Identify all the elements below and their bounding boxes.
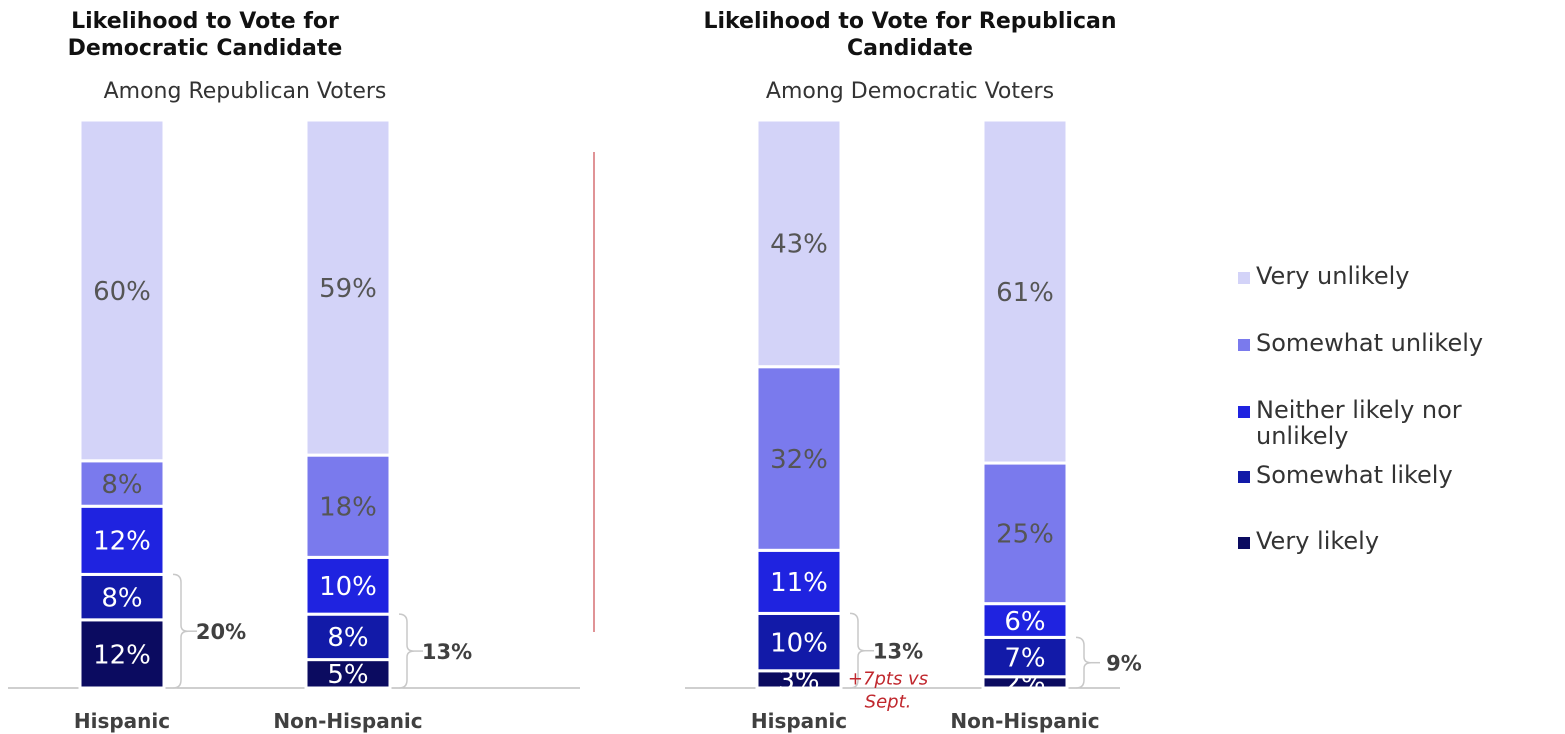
bar-segment: [755, 611, 843, 673]
legend-swatch: [1238, 272, 1250, 284]
bar-value-label: 12%: [93, 640, 151, 670]
chart-title-republican: Likelihood to Vote for Republican Candid…: [703, 9, 1117, 61]
bar-segment: [304, 118, 392, 457]
bar-value-label: 8%: [101, 583, 142, 613]
likely-total-label: 13%: [873, 640, 923, 664]
bar-segment: [304, 453, 392, 559]
legend-label: Somewhat unlikely: [1256, 329, 1484, 357]
bar-segment: [78, 572, 166, 622]
bar-value-label: 59%: [319, 274, 377, 304]
bar-value-label: 12%: [93, 527, 151, 557]
likely-bracket: [172, 573, 189, 689]
likely-total-label: 13%: [422, 640, 472, 664]
bar-value-label: 43%: [770, 230, 828, 260]
category-label: Hispanic: [74, 709, 170, 733]
bar-segment: [304, 555, 392, 616]
bar-value-label: 60%: [93, 277, 151, 307]
bar-segment: [78, 118, 166, 463]
likely-bracket: [398, 613, 415, 689]
bar-segment: [304, 658, 392, 690]
change-annotation: +7pts vs: [848, 669, 928, 690]
chart-subtitle-republican-voters: Among Republican Voters: [103, 79, 387, 104]
likely-bracket: [1075, 636, 1092, 689]
bar-segment: [981, 635, 1069, 679]
legend-swatch: [1238, 406, 1250, 418]
legend-label: Somewhat likely: [1256, 461, 1453, 489]
category-label: Non-Hispanic: [950, 709, 1099, 733]
category-label: Non-Hispanic: [273, 709, 422, 733]
bar-value-label: 11%: [770, 568, 828, 598]
bar-value-label: 8%: [101, 470, 142, 500]
likely-total-label: 9%: [1106, 652, 1142, 676]
legend-swatch: [1238, 471, 1250, 483]
bar-segment: [78, 504, 166, 576]
chart-subtitle-democratic-voters: Among Democratic Voters: [765, 79, 1055, 104]
bar-value-label: 18%: [319, 493, 377, 523]
bar-segment: [78, 459, 166, 508]
chart-title-democratic: Likelihood to Vote for Democratic Candid…: [67, 9, 343, 61]
bar-segment: [755, 548, 843, 615]
bar-value-label: 8%: [327, 623, 368, 653]
bar-value-label: 6%: [1004, 607, 1045, 637]
bar-segment: [304, 612, 392, 662]
legend-label: Very unlikely: [1256, 262, 1410, 290]
bar-value-label: 10%: [770, 628, 828, 658]
likely-total-label: 20%: [196, 620, 246, 644]
change-annotation: Sept.: [865, 692, 912, 713]
bar-value-label: 5%: [327, 660, 368, 690]
bar-segment: [755, 118, 843, 369]
bar-segment: [981, 118, 1069, 465]
bar-value-label: 7%: [1004, 643, 1045, 673]
legend-swatch: [1238, 537, 1250, 549]
bar-segment: [78, 618, 166, 690]
bar-value-label: 32%: [770, 445, 828, 475]
bar-value-label: 61%: [996, 278, 1054, 308]
bar-value-label: 10%: [319, 572, 377, 602]
legend-swatch: [1238, 339, 1250, 351]
legend-label: Very likely: [1256, 527, 1380, 555]
legend-label: Neither likely nor unlikely: [1256, 396, 1462, 450]
bar-segment: [755, 365, 843, 552]
bar-value-label: 25%: [996, 520, 1054, 550]
category-label: Hispanic: [751, 709, 847, 733]
